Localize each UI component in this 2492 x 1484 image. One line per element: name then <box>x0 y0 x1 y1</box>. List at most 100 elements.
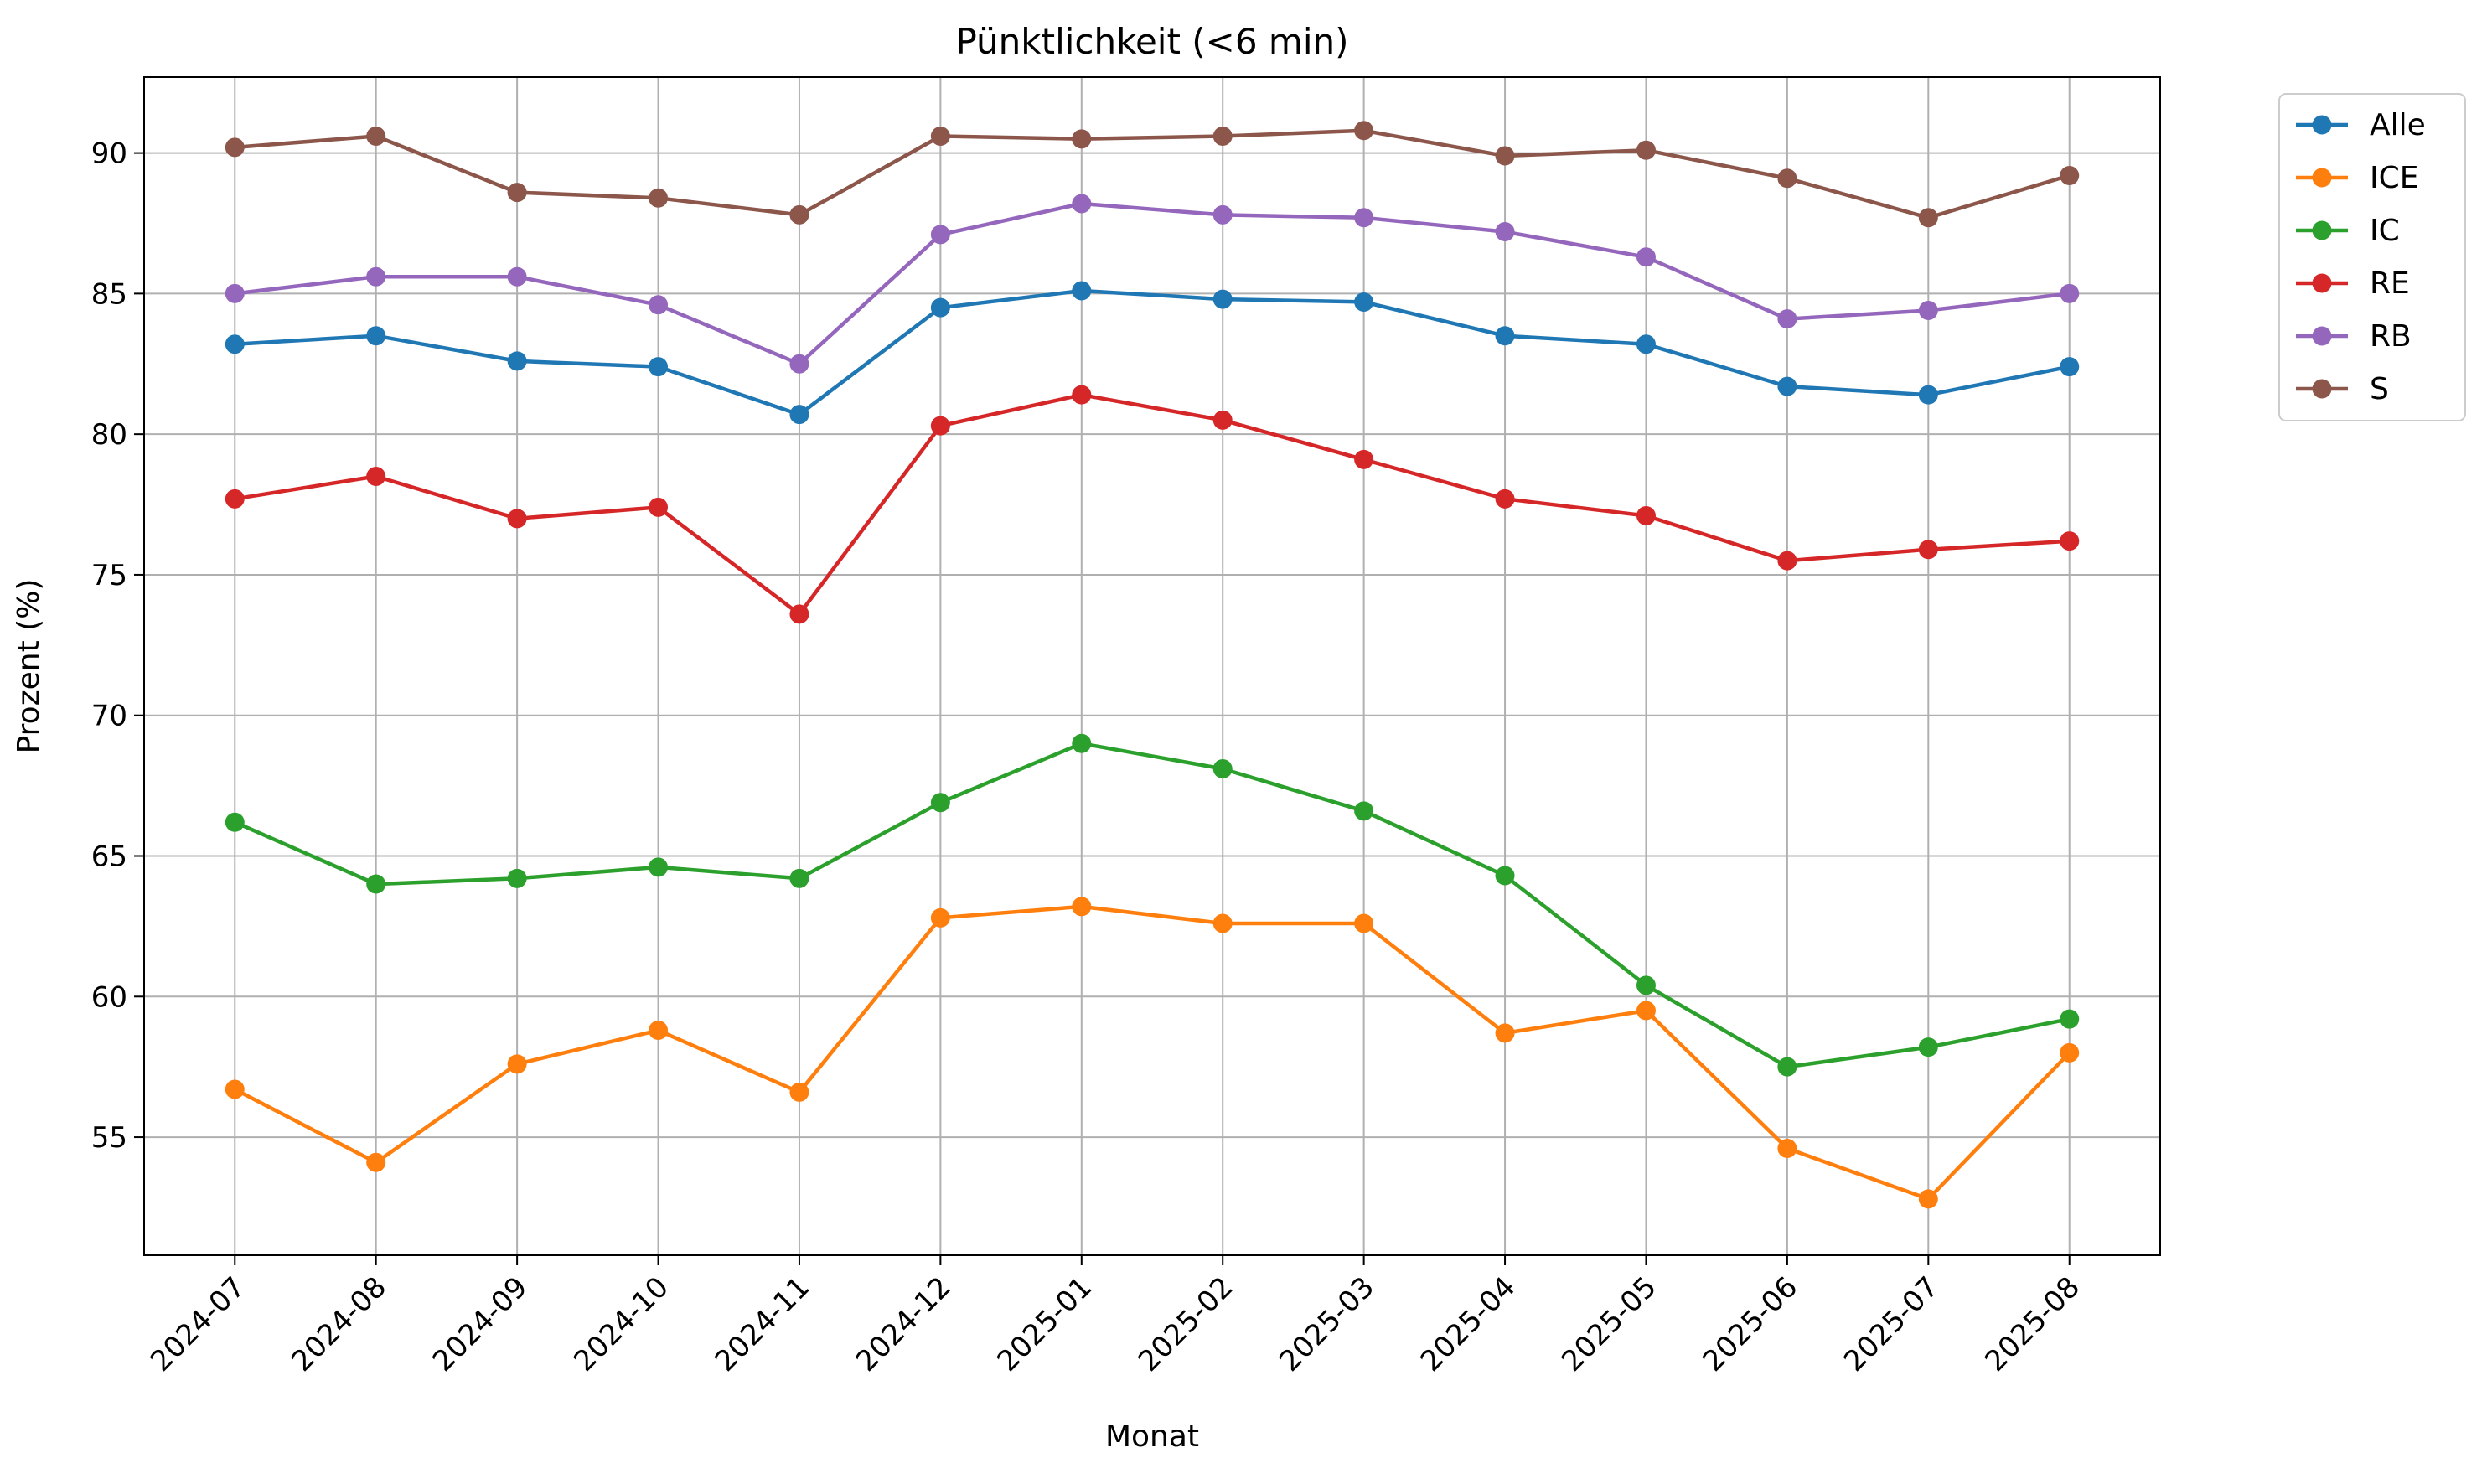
x-tick-label: 2024-09 <box>427 1270 535 1378</box>
data-point-re <box>2060 531 2080 551</box>
data-point-alle <box>1212 289 1233 309</box>
legend-label-alle: Alle <box>2370 108 2426 142</box>
data-point-alle <box>1495 326 1515 346</box>
data-point-ic <box>1918 1037 1938 1057</box>
data-point-rb <box>507 266 527 287</box>
legend-marker-rb <box>2312 326 2332 346</box>
legend: Alle ICE IC RE RB S <box>2278 93 2466 421</box>
data-point-rb <box>1918 301 1938 321</box>
data-point-ic <box>1636 975 1656 995</box>
data-point-re <box>1918 540 1938 560</box>
data-point-alle <box>1636 334 1656 354</box>
y-tick-label: 90 <box>91 137 127 171</box>
data-point-rb <box>1495 222 1515 242</box>
data-point-rb <box>649 295 669 315</box>
data-point-re <box>649 497 669 517</box>
data-point-ic <box>366 874 386 894</box>
data-point-ice <box>789 1082 809 1102</box>
data-point-s <box>1777 168 1797 189</box>
data-point-ice <box>649 1021 669 1041</box>
data-point-ice <box>1072 897 1092 917</box>
data-point-ic <box>507 868 527 888</box>
data-point-s <box>1072 129 1092 149</box>
data-point-ice <box>1212 913 1233 933</box>
data-point-s <box>930 126 950 146</box>
x-tick-label: 2025-03 <box>1273 1270 1381 1378</box>
data-point-ic <box>789 868 809 888</box>
legend-label-rb: RB <box>2370 319 2412 354</box>
legend-marker-ice <box>2312 168 2332 188</box>
series-alle <box>225 281 2080 425</box>
y-tick-label: 85 <box>91 277 127 311</box>
legend-label-ice: ICE <box>2370 161 2419 195</box>
x-tick-label: 2025-01 <box>990 1270 1099 1378</box>
data-point-rb <box>366 266 386 287</box>
x-tick-label: 2025-06 <box>1697 1270 1805 1378</box>
data-point-ic <box>225 812 245 832</box>
chart-title: Pünktlichkeit (<6 min) <box>955 21 1348 62</box>
data-point-ic <box>2060 1009 2080 1029</box>
y-tick-label: 55 <box>91 1121 127 1155</box>
data-point-alle <box>2060 357 2080 377</box>
data-point-re <box>1495 489 1515 509</box>
data-point-alle <box>225 334 245 354</box>
series-re <box>225 385 2080 624</box>
series-line-re <box>234 392 2070 617</box>
data-point-ice <box>1918 1189 1938 1209</box>
y-tick-label: 60 <box>91 980 127 1014</box>
legend-marker-alle <box>2312 115 2332 135</box>
x-tick-label: 2024-12 <box>850 1270 958 1378</box>
data-point-s <box>366 126 386 146</box>
data-point-rb <box>1777 309 1797 329</box>
data-point-re <box>1212 410 1233 430</box>
data-point-s <box>649 188 669 208</box>
data-point-rb <box>1354 208 1374 228</box>
data-point-ice <box>1777 1138 1797 1158</box>
data-point-ic <box>1495 866 1515 886</box>
data-point-re <box>1636 505 1656 525</box>
legend-label-s: S <box>2370 372 2389 406</box>
x-tick-label: 2025-08 <box>1978 1270 2086 1378</box>
data-point-s <box>225 137 245 158</box>
series-rb <box>225 194 2080 374</box>
data-point-alle <box>789 405 809 425</box>
data-point-s <box>2060 165 2080 185</box>
x-tick-label: 2024-11 <box>709 1270 817 1378</box>
x-tick-label: 2024-10 <box>567 1270 675 1378</box>
series-s <box>225 121 2080 228</box>
x-axis-label: Monat <box>1105 1419 1199 1454</box>
data-point-re <box>789 604 809 624</box>
data-point-ice <box>2060 1042 2080 1063</box>
data-point-ice <box>1354 913 1374 933</box>
data-point-ice <box>507 1054 527 1074</box>
data-point-alle <box>1072 281 1092 301</box>
data-point-s <box>1636 140 1656 160</box>
series-line-ice <box>234 904 2071 1202</box>
data-point-rb <box>1212 204 1233 225</box>
y-tick-label: 75 <box>91 559 127 592</box>
x-tick-label: 2025-05 <box>1555 1270 1663 1378</box>
y-tick-label: 80 <box>91 418 127 452</box>
data-point-re <box>366 466 386 486</box>
data-point-rb <box>1072 194 1092 214</box>
legend-marker-ic <box>2312 220 2332 240</box>
legend-label-ic: IC <box>2370 214 2400 248</box>
data-point-alle <box>930 297 950 318</box>
data-point-alle <box>366 326 386 346</box>
data-point-re <box>1354 449 1374 469</box>
data-point-rb <box>789 354 809 374</box>
data-point-ic <box>649 857 669 877</box>
x-tick-label: 2025-02 <box>1132 1270 1240 1378</box>
data-point-ic <box>1212 758 1233 778</box>
series-line-ic <box>234 742 2071 1069</box>
data-point-alle <box>649 357 669 377</box>
data-point-ice <box>1636 1001 1656 1021</box>
x-tick-label: 2024-08 <box>285 1270 393 1378</box>
legend-label-re: RE <box>2370 266 2410 301</box>
data-point-ic <box>1354 801 1374 821</box>
plot-frame <box>143 76 2161 1256</box>
x-tick-label: 2025-04 <box>1414 1270 1523 1378</box>
data-point-re <box>225 489 245 509</box>
data-point-s <box>1918 208 1938 228</box>
